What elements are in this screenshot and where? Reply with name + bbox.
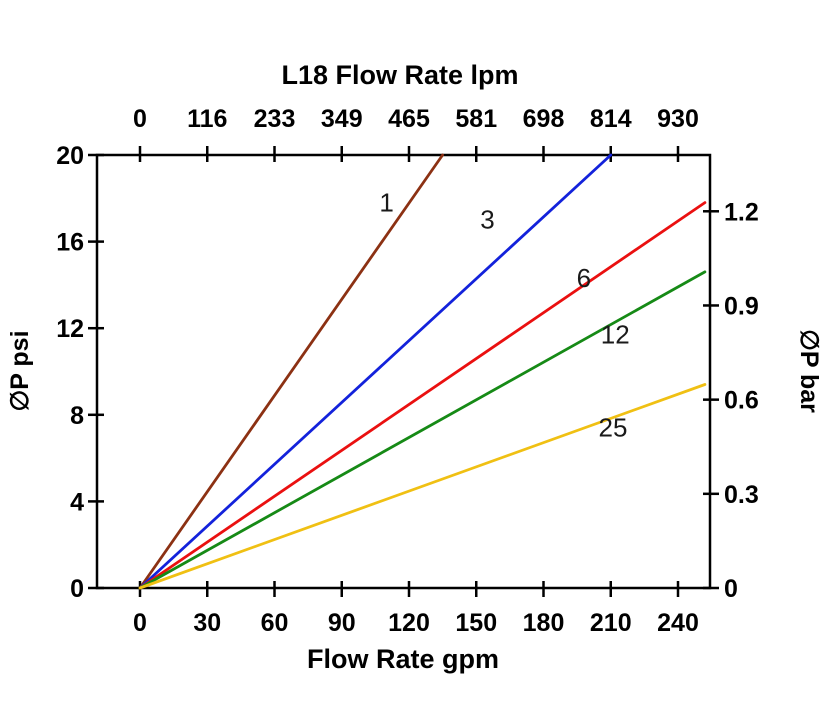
x-axis-label: Flow Rate gpm bbox=[307, 644, 499, 674]
x-bottom-tick-label: 240 bbox=[657, 609, 699, 637]
y-right-tick-label: 1.2 bbox=[724, 198, 759, 226]
series-label-1: 1 bbox=[379, 187, 393, 217]
x-bottom-tick-label: 0 bbox=[133, 609, 147, 637]
x-top-tick-label: 814 bbox=[590, 105, 632, 133]
x-top-tick-label: 465 bbox=[388, 105, 430, 133]
x-top-tick-label: 349 bbox=[321, 105, 363, 133]
y-left-tick-label: 16 bbox=[56, 229, 84, 257]
series-label-6: 6 bbox=[577, 263, 591, 293]
x-top-tick-label: 0 bbox=[133, 105, 147, 133]
series-line-3 bbox=[138, 153, 613, 590]
x-top-tick-label: 930 bbox=[657, 105, 699, 133]
y-axis-right-label: ∅P bar bbox=[795, 329, 823, 413]
y-left-tick-label: 4 bbox=[70, 488, 84, 516]
x-bottom-tick-label: 210 bbox=[590, 609, 632, 637]
y-left-tick-label: 12 bbox=[56, 315, 84, 343]
series-line-6 bbox=[138, 201, 707, 590]
y-left-tick-label: 20 bbox=[56, 142, 84, 170]
series-label-12: 12 bbox=[601, 319, 630, 349]
x-bottom-tick-label: 90 bbox=[328, 609, 356, 637]
y-right-tick-label: 0 bbox=[724, 575, 738, 603]
chart-title: L18 Flow Rate lpm bbox=[281, 60, 518, 90]
y-axis-left-label: ∅P psi bbox=[6, 330, 34, 411]
y-left-tick-label: 8 bbox=[70, 402, 84, 430]
x-bottom-tick-label: 150 bbox=[455, 609, 497, 637]
x-top-tick-label: 698 bbox=[523, 105, 565, 133]
x-bottom-tick-label: 180 bbox=[523, 609, 565, 637]
y-left-tick-label: 0 bbox=[70, 575, 84, 603]
x-top-tick-label: 581 bbox=[455, 105, 497, 133]
x-bottom-tick-label: 120 bbox=[388, 609, 430, 637]
plot-border bbox=[95, 153, 712, 590]
x-bottom-tick-label: 30 bbox=[193, 609, 221, 637]
series-label-25: 25 bbox=[599, 412, 628, 442]
y-right-tick-label: 0.9 bbox=[724, 292, 759, 320]
series-line-1 bbox=[138, 153, 445, 590]
series-line-25 bbox=[138, 383, 707, 590]
x-top-tick-label: 233 bbox=[254, 105, 296, 133]
series-line-12 bbox=[138, 270, 707, 590]
y-right-tick-label: 0.6 bbox=[724, 387, 759, 415]
x-top-tick-label: 116 bbox=[187, 105, 227, 133]
x-bottom-tick-label: 60 bbox=[261, 609, 289, 637]
y-right-tick-label: 0.3 bbox=[724, 481, 759, 509]
series-label-3: 3 bbox=[480, 205, 494, 235]
